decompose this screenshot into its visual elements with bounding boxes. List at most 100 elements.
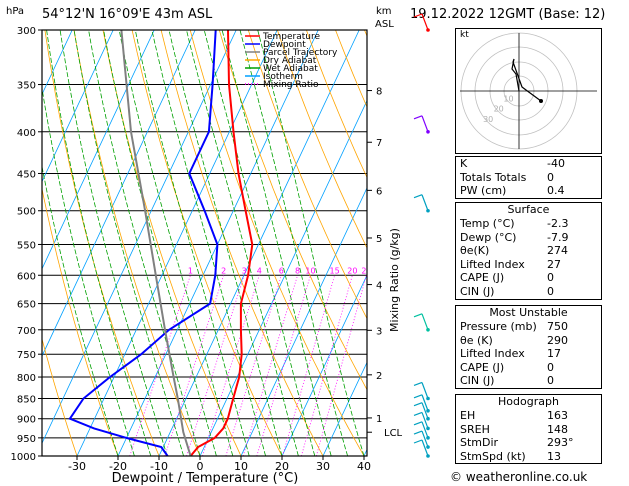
pressure-tick-label: 900 [17,415,36,426]
pressure-tick-label: 400 [17,128,36,139]
surface-label: Temp (°C) [460,217,515,230]
hodograph-stats-title: Hodograph [498,395,559,408]
surface-label: Dewp (°C) [460,230,517,244]
wind-barb [421,313,429,331]
wet-adiabat-line [42,164,119,456]
datetime-header: 19.12.2022 12GMT (Base: 12) [410,7,606,22]
pressure-tick-label: 800 [17,373,36,384]
mixing-ratio-label: 2 [221,266,226,275]
hodograph-unit-label: kt [460,30,469,40]
most-unstable-label: θe (K) [460,333,493,347]
wind-barb [421,394,429,411]
hpa-label: hPa [6,6,24,17]
mixing-ratio-line [300,275,353,456]
asl-label: ASL [375,19,394,30]
mixing-ratio-label: 3 [242,266,247,275]
temp-tick-label: -10 [150,460,168,473]
wet-adiabat-line [118,30,234,456]
wind-barb-dot [426,208,430,213]
x-axis-label: Dewpoint / Temperature (°C) [112,471,299,486]
legend-entry: Dry Adiabat [263,56,317,66]
height-tick-label: 7 [376,138,382,149]
wind-barb-dot [426,408,430,413]
most-unstable-label: Pressure (mb) [460,320,537,333]
height-tick-label: 2 [376,371,382,382]
height-tick-label: 6 [376,186,382,197]
temp-tick-label: 30 [316,460,330,473]
surface-value: -2.3 [547,217,569,230]
mixing-ratio-axis-label: Mixing Ratio (g/kg) [388,228,401,332]
height-tick-label: 8 [376,87,382,98]
wind-barb-flag [413,411,423,416]
hodograph-ring-label: 30 [483,115,493,124]
wind-barb [421,194,429,211]
wet-adiabat-line [134,30,250,456]
wind-barb-flag [413,381,423,387]
index-value: 0.4 [547,184,565,198]
wind-barb-flag [413,394,423,399]
surface-label: Lifted Index [460,257,525,271]
location-header: 54°12'N 16°09'E 43m ASL [42,7,213,22]
pressure-tick-label: 350 [17,81,36,92]
hodograph-stat-row: StmSpd (kt) 13 [456,450,601,464]
hodograph-trace [511,58,542,102]
most-unstable-value: 750 [547,320,568,333]
surface-row: CAPE (J) 0 [456,271,601,285]
pressure-tick-label: 750 [17,350,36,361]
surface-value: 27 [547,257,561,271]
index-row: PW (cm) 0.4 [456,184,601,198]
wet-adiabat-line [73,30,184,456]
index-value: 0 [547,170,554,184]
hodograph-stat-label: StmDir [460,436,499,450]
wind-barb-dot [426,129,430,134]
temp-tick-label: 0 [197,460,204,473]
index-row: K -40 [456,157,601,171]
surface-row: CIN (J) 0 [456,285,601,299]
isotherm-line [42,30,73,96]
height-tick-label: 5 [376,234,382,245]
most-unstable-value: 17 [547,347,561,361]
wet-adiabat-line [239,30,348,456]
wind-barb-flag [413,194,423,199]
surface-title: Surface [507,203,550,216]
legend-entry: Isotherm [263,72,303,82]
dry-adiabat-line [305,30,367,179]
wind-barb-dot [426,454,430,458]
wet-adiabat-line [186,30,299,456]
mixing-ratio-label: 20 [347,266,357,275]
isotherm-line [281,274,367,456]
height-tick-label: 1 [376,414,382,425]
pressure-tick-label: 550 [17,240,36,251]
surface-value: 0 [547,271,554,285]
lcl-label: LCL [384,428,403,439]
most-unstable-label: CIN (J) [460,374,495,388]
wet-adiabat-line [103,30,217,456]
most-unstable-value: 290 [547,333,568,347]
surface-label: θe(K) [460,244,490,258]
wind-barb [421,421,429,439]
series-line-temperature [189,30,254,456]
surface-row: Dewp (°C) -7.9 [456,231,601,245]
most-unstable-table: Most Unstable Pressure (mb) 750 θe (K) 290 L… [455,305,602,389]
hodograph-stat-row: EH 163 [456,409,601,423]
wet-adiabat-line [168,30,283,456]
wind-barb-dot [426,445,430,449]
most-unstable-value: 0 [547,360,554,374]
pressure-tick-label: 950 [17,434,36,445]
isotherm-line [42,30,237,445]
index-label: K [460,157,468,170]
most-unstable-value: 0 [547,374,554,388]
pressure-tick-label: 850 [17,394,36,405]
km-label: km [376,6,392,17]
wet-adiabat-line [46,30,152,456]
wet-adiabat-line [221,30,332,456]
hodograph-stat-value: 293° [547,436,574,450]
wind-barb-flag [413,421,423,426]
pressure-tick-label: 700 [17,326,36,337]
mixing-ratio-label: 25 [361,266,371,275]
mixing-ratio-line [242,275,298,456]
isotherm-line [117,30,319,456]
surface-label: CIN (J) [460,284,495,298]
dry-adiabat-line [73,30,201,456]
